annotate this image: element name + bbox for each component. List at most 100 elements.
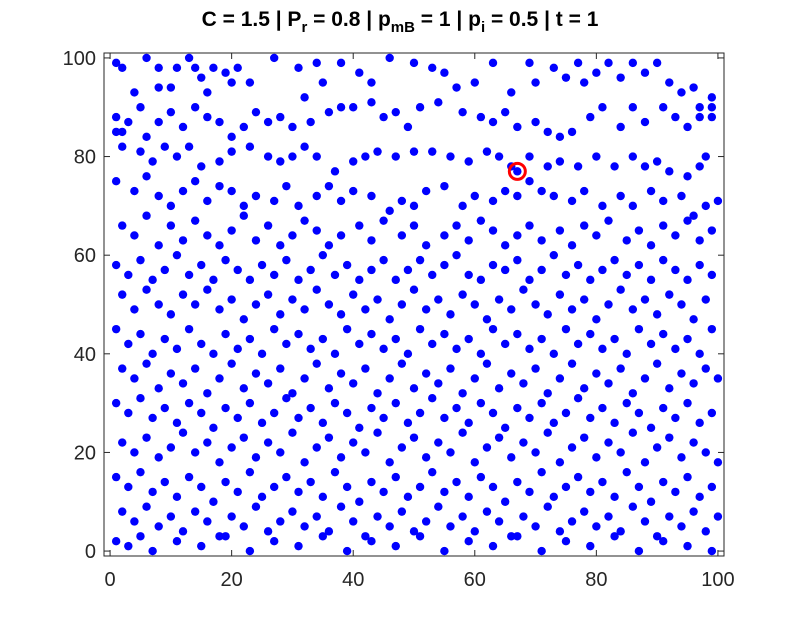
data-point	[707, 93, 717, 102]
data-point	[154, 300, 163, 309]
data-point	[452, 477, 461, 487]
data-point	[294, 63, 303, 72]
data-point	[513, 231, 522, 240]
axes: 0 20 40 60 80 100 0 20 40 60 80 100	[63, 48, 735, 591]
data-point	[367, 236, 376, 245]
data-point	[500, 186, 510, 196]
data-point	[312, 226, 321, 235]
data-point	[379, 344, 388, 354]
data-point	[263, 438, 273, 447]
data-point	[482, 147, 492, 156]
data-point	[470, 300, 479, 309]
data-point	[689, 211, 698, 220]
data-point	[586, 112, 595, 122]
data-point	[434, 438, 443, 447]
data-point	[336, 453, 346, 462]
data-point	[488, 260, 498, 270]
title-part: = 0.8 | p	[307, 8, 391, 31]
data-point	[306, 403, 315, 413]
data-point	[233, 265, 242, 275]
data-point	[428, 339, 437, 349]
data-point	[190, 177, 200, 186]
data-point	[500, 265, 510, 275]
data-point	[610, 418, 619, 428]
data-point	[537, 236, 546, 245]
data-point	[470, 374, 479, 383]
data-point	[385, 53, 394, 63]
data-point	[203, 231, 212, 240]
data-point	[166, 201, 176, 211]
data-point	[239, 433, 249, 442]
data-point	[555, 157, 565, 166]
data-point	[665, 512, 674, 521]
data-point	[397, 196, 407, 206]
data-point	[209, 423, 218, 432]
data-point	[215, 458, 224, 467]
data-point	[610, 334, 619, 344]
data-point	[500, 107, 510, 117]
data-point	[355, 221, 364, 230]
data-point	[628, 152, 638, 161]
data-point	[172, 152, 182, 161]
data-point	[421, 453, 431, 462]
data-point	[215, 532, 224, 541]
data-point	[622, 236, 631, 245]
data-point	[537, 467, 546, 477]
data-point	[701, 201, 710, 211]
data-point	[452, 221, 461, 230]
data-point	[276, 310, 285, 319]
data-point	[652, 157, 662, 166]
data-point	[440, 68, 449, 77]
data-point	[567, 127, 577, 137]
data-point	[567, 443, 577, 452]
data-point	[652, 58, 662, 68]
data-point	[446, 448, 455, 457]
data-point	[190, 507, 200, 516]
data-point	[579, 384, 589, 393]
data-point	[470, 191, 479, 201]
data-point	[488, 58, 498, 68]
data-point	[391, 541, 400, 551]
data-point	[488, 408, 498, 418]
data-point	[148, 157, 157, 166]
data-point	[446, 152, 455, 161]
data-point	[136, 532, 145, 541]
data-point	[288, 428, 297, 437]
data-point	[269, 196, 279, 206]
data-point	[531, 364, 540, 373]
data-point	[361, 152, 370, 161]
data-point	[324, 241, 334, 250]
data-point	[336, 369, 346, 378]
data-point	[245, 546, 255, 556]
data-point	[282, 255, 291, 265]
data-point	[707, 112, 717, 122]
data-point	[160, 334, 169, 344]
data-point	[294, 329, 303, 339]
data-point	[525, 221, 534, 230]
data-point	[197, 482, 206, 492]
data-point	[525, 344, 534, 354]
data-point	[342, 324, 352, 334]
data-point	[598, 265, 607, 275]
data-point	[111, 537, 121, 546]
data-point	[172, 63, 182, 72]
data-point	[197, 408, 206, 418]
data-point	[251, 107, 261, 117]
data-point	[640, 117, 650, 127]
data-point	[269, 537, 279, 546]
data-point	[178, 186, 188, 196]
data-point	[695, 349, 704, 359]
data-point	[197, 339, 206, 349]
data-point	[634, 226, 644, 235]
data-point	[440, 181, 449, 191]
data-point	[336, 502, 346, 511]
data-point	[646, 241, 656, 250]
data-point	[124, 482, 133, 492]
data-point	[257, 418, 267, 428]
data-point	[622, 467, 631, 477]
data-point	[276, 364, 285, 373]
data-point	[300, 142, 309, 151]
data-point	[573, 472, 583, 482]
data-point	[282, 393, 291, 403]
data-point	[361, 532, 370, 541]
